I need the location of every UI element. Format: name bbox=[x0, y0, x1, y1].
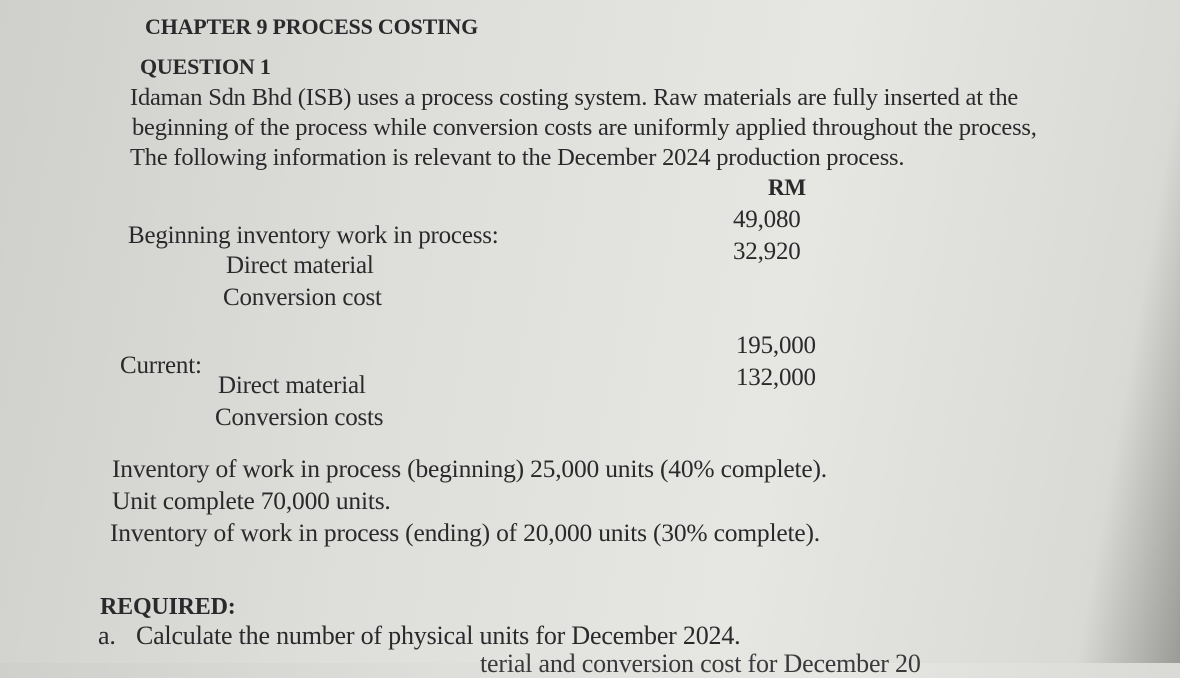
beginning-dm-label: Direct material bbox=[226, 252, 374, 279]
current-cc-value: 132,000 bbox=[736, 364, 816, 391]
current-heading: Current: bbox=[120, 352, 202, 379]
beginning-dm-value: 49,080 bbox=[733, 206, 801, 233]
intro-line: The following information is relevant to… bbox=[130, 144, 905, 171]
beginning-cc-value: 32,920 bbox=[733, 238, 801, 265]
required-item-a: a. Calculate the number of physical unit… bbox=[98, 621, 741, 650]
beginning-inventory-heading: Beginning inventory work in process: bbox=[128, 222, 499, 249]
required-item-marker: a. bbox=[98, 621, 116, 650]
intro-line: Idaman Sdn Bhd (ISB) uses a process cost… bbox=[130, 84, 1019, 111]
required-heading: REQUIRED: bbox=[100, 594, 236, 620]
unit-line: Inventory of work in process (ending) of… bbox=[110, 518, 820, 547]
currency-header: RM bbox=[768, 175, 806, 200]
current-cc-label: Conversion costs bbox=[215, 404, 384, 431]
intro-line: beginning of the process while conversio… bbox=[132, 114, 1037, 141]
unit-line: Unit complete 70,000 units. bbox=[112, 486, 391, 515]
current-dm-value: 195,000 bbox=[736, 332, 816, 359]
required-item-text: Calculate the number of physical units f… bbox=[135, 621, 741, 650]
current-dm-label: Direct material bbox=[218, 372, 366, 399]
required-item-b-partial: terial and conversion cost for December … bbox=[480, 649, 921, 678]
question-label: QUESTION 1 bbox=[140, 54, 271, 79]
beginning-cc-label: Conversion cost bbox=[223, 284, 382, 311]
unit-line: Inventory of work in process (beginning)… bbox=[112, 454, 827, 483]
chapter-title: CHAPTER 9 PROCESS COSTING bbox=[145, 14, 479, 39]
